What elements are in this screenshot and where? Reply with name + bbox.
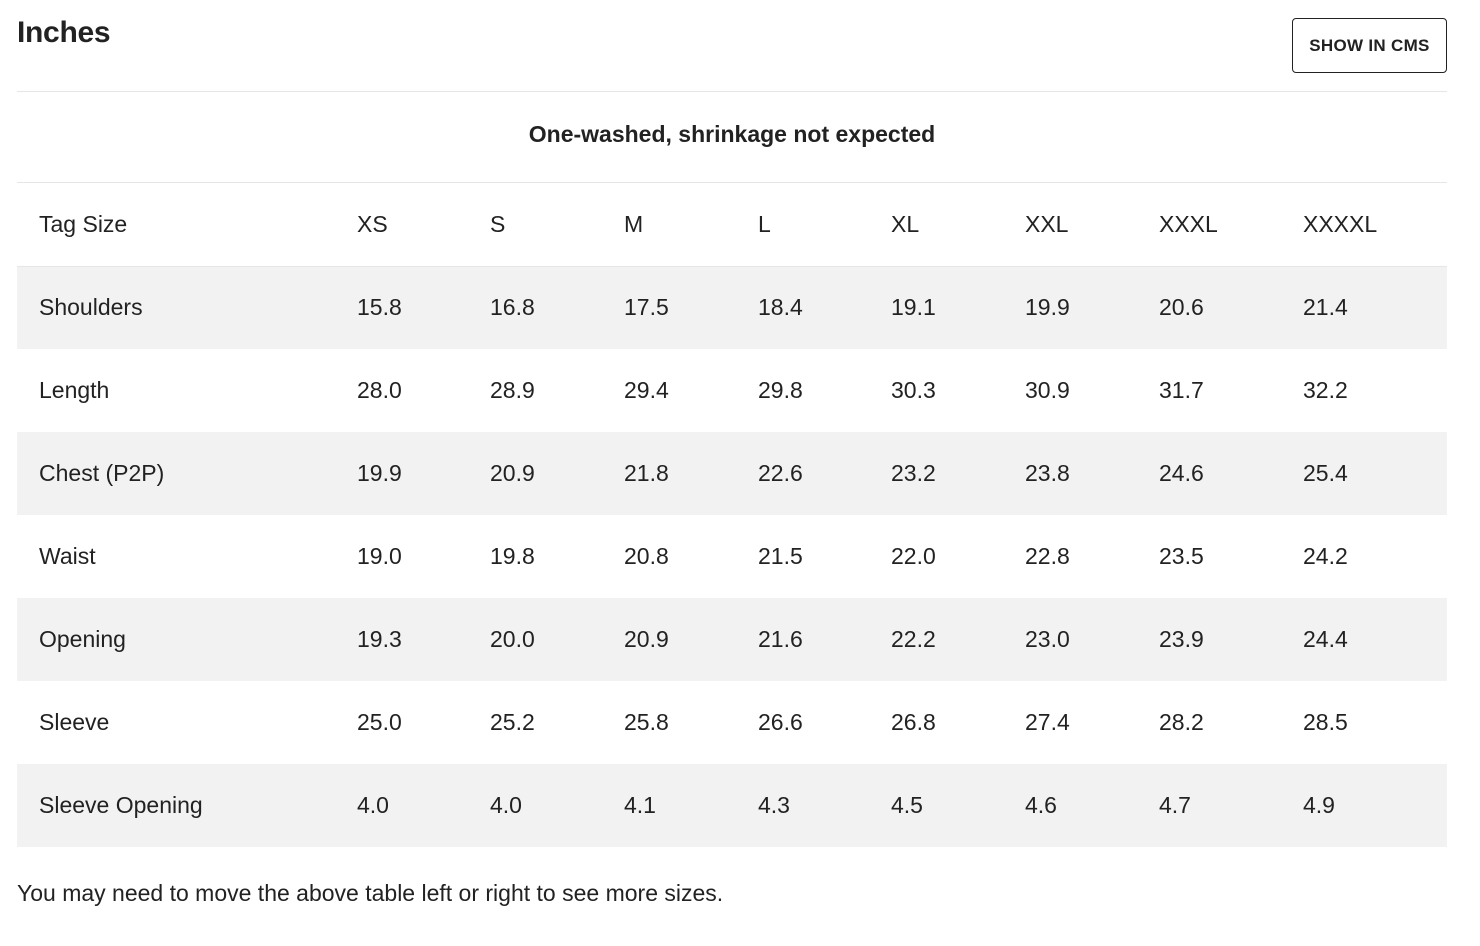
column-header: S bbox=[490, 183, 624, 267]
column-header: L bbox=[758, 183, 891, 267]
table-cell: 31.7 bbox=[1159, 377, 1204, 403]
table-cell: 20.6 bbox=[1159, 294, 1204, 321]
divider bbox=[17, 91, 1447, 92]
shrinkage-note: One-washed, shrinkage not expected bbox=[528, 121, 936, 147]
table-row: Waist 19.0 19.8 20.8 21.5 22.0 22.8 23.5… bbox=[17, 515, 1447, 598]
table-cell: 32.2 bbox=[1303, 377, 1348, 403]
table-cell: 19.9 bbox=[357, 460, 402, 486]
scroll-hint-text: You may need to move the above table lef… bbox=[17, 880, 724, 906]
column-header: XS bbox=[357, 183, 490, 267]
table-cell: 27.4 bbox=[1025, 709, 1070, 735]
row-label: Opening bbox=[39, 626, 126, 652]
table-cell: 30.9 bbox=[1025, 377, 1070, 403]
size-chart-header: Inches SHOW IN CMS bbox=[17, 0, 1447, 92]
table-cell: 4.7 bbox=[1159, 792, 1191, 818]
column-header: Tag Size bbox=[17, 183, 357, 267]
table-cell: 29.4 bbox=[624, 377, 669, 403]
column-header: XL bbox=[891, 183, 1025, 267]
table-cell: 24.6 bbox=[1159, 460, 1204, 486]
table-row: Chest (P2P) 19.9 20.9 21.8 22.6 23.2 23.… bbox=[17, 432, 1447, 515]
table-cell: 19.8 bbox=[490, 543, 535, 569]
table-cell: 22.6 bbox=[758, 460, 803, 486]
table-cell: 4.9 bbox=[1303, 792, 1335, 818]
page-title: Inches bbox=[17, 16, 111, 49]
table-cell: 18.4 bbox=[758, 294, 803, 321]
table-cell: 4.5 bbox=[891, 792, 923, 818]
table-cell: 20.9 bbox=[490, 460, 535, 486]
table-cell: 4.6 bbox=[1025, 792, 1057, 818]
table-cell: 23.9 bbox=[1159, 626, 1204, 652]
table-row: Length 28.0 28.9 29.4 29.8 30.3 30.9 31.… bbox=[17, 349, 1447, 432]
table-cell: 28.2 bbox=[1159, 709, 1204, 735]
row-label: Chest (P2P) bbox=[39, 460, 165, 486]
table-cell: 20.8 bbox=[624, 543, 669, 569]
table-cell: 22.2 bbox=[891, 626, 936, 652]
column-header: XXXXL bbox=[1303, 183, 1447, 267]
table-cell: 15.8 bbox=[357, 294, 402, 321]
column-header: XXXL bbox=[1159, 183, 1303, 267]
table-cell: 26.6 bbox=[758, 709, 803, 735]
divider bbox=[17, 182, 1447, 183]
table-row: Sleeve 25.0 25.2 25.8 26.6 26.8 27.4 28.… bbox=[17, 681, 1447, 764]
row-label: Length bbox=[39, 377, 110, 403]
table-header-row: Tag Size XS S M L XL XXL XXXL XXXXL bbox=[17, 183, 1447, 267]
table-cell: 29.8 bbox=[758, 377, 803, 403]
table-cell: 19.0 bbox=[357, 543, 402, 569]
table-cell: 23.0 bbox=[1025, 626, 1070, 652]
table-cell: 22.0 bbox=[891, 543, 936, 569]
table-cell: 4.3 bbox=[758, 792, 790, 818]
table-cell: 20.0 bbox=[490, 626, 535, 652]
table-cell: 25.8 bbox=[624, 709, 669, 735]
table-cell: 16.8 bbox=[490, 294, 535, 321]
column-header: M bbox=[624, 183, 758, 267]
table-row: Opening 19.3 20.0 20.9 21.6 22.2 23.0 23… bbox=[17, 598, 1447, 681]
table-cell: 4.0 bbox=[490, 792, 522, 818]
table-cell: 19.3 bbox=[357, 626, 402, 652]
table-cell: 20.9 bbox=[624, 626, 669, 652]
table-cell: 24.2 bbox=[1303, 543, 1348, 569]
table-cell: 25.2 bbox=[490, 709, 535, 735]
row-label: Sleeve bbox=[39, 709, 110, 735]
table-cell: 17.5 bbox=[624, 294, 669, 321]
table-cell: 23.2 bbox=[891, 460, 936, 486]
column-header: XXL bbox=[1025, 183, 1159, 267]
table-cell: 21.6 bbox=[758, 626, 803, 652]
table-cell: 26.8 bbox=[891, 709, 936, 735]
table-cell: 28.9 bbox=[490, 377, 535, 403]
table-cell: 22.8 bbox=[1025, 543, 1070, 569]
table-cell: 24.4 bbox=[1303, 626, 1348, 652]
table-cell: 21.8 bbox=[624, 460, 669, 486]
table-cell: 28.0 bbox=[357, 377, 402, 403]
table-cell: 21.5 bbox=[758, 543, 803, 569]
size-table-container[interactable]: Tag Size XS S M L XL XXL XXXL XXXXL Shou… bbox=[17, 183, 1447, 847]
table-cell: 25.0 bbox=[357, 709, 402, 735]
table-cell: 19.1 bbox=[891, 294, 936, 321]
row-label: Waist bbox=[39, 543, 96, 569]
table-row: Shoulders 15.8 16.8 17.5 18.4 19.1 19.9 … bbox=[17, 266, 1447, 349]
row-label: Shoulders bbox=[39, 294, 143, 321]
show-in-cms-button[interactable]: SHOW IN CMS bbox=[1292, 18, 1447, 73]
table-cell: 28.5 bbox=[1303, 709, 1348, 735]
row-label: Sleeve Opening bbox=[39, 792, 203, 818]
table-cell: 23.8 bbox=[1025, 460, 1070, 486]
table-cell: 23.5 bbox=[1159, 543, 1204, 569]
table-cell: 19.9 bbox=[1025, 294, 1070, 321]
table-row: Sleeve Opening 4.0 4.0 4.1 4.3 4.5 4.6 4… bbox=[17, 764, 1447, 847]
table-cell: 4.1 bbox=[624, 792, 656, 818]
table-cell: 30.3 bbox=[891, 377, 936, 403]
size-table: Tag Size XS S M L XL XXL XXXL XXXXL Shou… bbox=[17, 183, 1447, 847]
table-cell: 21.4 bbox=[1303, 294, 1348, 321]
table-cell: 25.4 bbox=[1303, 460, 1348, 486]
table-cell: 4.0 bbox=[357, 792, 389, 818]
